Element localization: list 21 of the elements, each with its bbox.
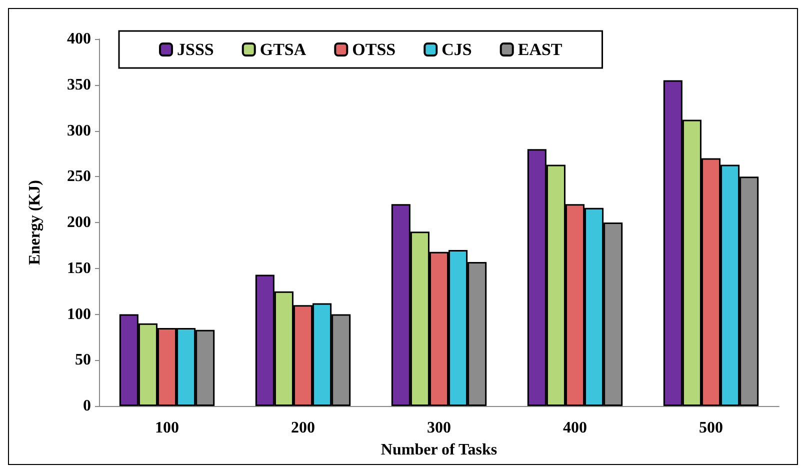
y-tick-label: 200	[67, 214, 91, 231]
y-tick-label: 150	[67, 260, 91, 277]
legend-label: OTSS	[352, 40, 396, 59]
legend-label: GTSA	[260, 40, 307, 59]
legend-label: EAST	[518, 40, 563, 59]
y-tick-label: 250	[67, 168, 91, 186]
x-tick-label: 200	[291, 420, 315, 436]
y-tick-label: 50	[75, 352, 91, 369]
y-tick-label: 0	[83, 398, 91, 414]
x-tick-label: 400	[563, 420, 587, 436]
x-tick-label: 300	[427, 420, 451, 436]
x-tick-label: 500	[699, 420, 723, 436]
y-tick-label: 100	[67, 306, 91, 323]
x-tick-label: 100	[155, 420, 179, 436]
legend-label: JSSS	[177, 40, 214, 59]
y-axis-title: Energy (KJ)	[26, 180, 44, 265]
legend-label: CJS	[442, 40, 472, 59]
y-tick-label: 300	[67, 122, 91, 140]
y-tick-label: 350	[67, 76, 91, 94]
x-axis-title: Number of Tasks	[380, 442, 498, 458]
y-tick-label: 400	[67, 30, 91, 48]
